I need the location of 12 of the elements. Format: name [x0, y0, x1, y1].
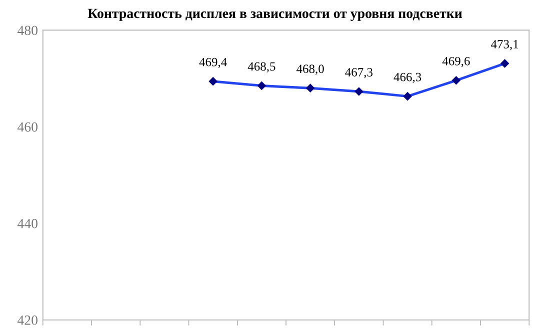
data-label: 467,3	[345, 68, 373, 78]
data-label: 466,3	[394, 72, 422, 84]
chart-title: Контрастность дисплея в зависимости от уровня подсветки	[88, 8, 462, 21]
y-tick-label: 460	[17, 122, 38, 132]
data-label: 473,1	[490, 40, 518, 50]
y-tick-label: 420	[17, 316, 38, 325]
data-label: 469,6	[442, 56, 470, 68]
y-tick-label: 480	[17, 26, 38, 36]
data-label: 469,4	[199, 58, 227, 68]
data-label: 468,0	[296, 64, 324, 75]
data-label: 468,5	[248, 62, 276, 72]
y-tick-label: 440	[17, 218, 38, 228]
